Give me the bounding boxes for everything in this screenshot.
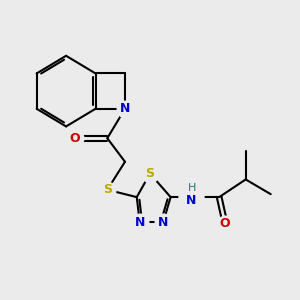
Text: N: N — [186, 194, 196, 207]
Text: O: O — [70, 132, 80, 145]
Text: O: O — [220, 217, 230, 230]
Text: N: N — [134, 216, 145, 229]
Text: H: H — [188, 183, 196, 193]
Text: N: N — [120, 102, 130, 115]
Text: S: S — [103, 183, 112, 196]
Text: S: S — [146, 167, 154, 180]
Text: N: N — [158, 216, 168, 229]
